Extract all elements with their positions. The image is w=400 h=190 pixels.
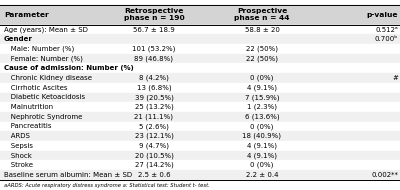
Text: 39 (20.5%): 39 (20.5%) <box>134 94 174 101</box>
Text: Malnutrition: Malnutrition <box>4 104 53 110</box>
Text: 25 (13.2%): 25 (13.2%) <box>135 104 173 110</box>
Text: Shock: Shock <box>4 153 32 158</box>
Text: 9 (4.7%): 9 (4.7%) <box>139 142 169 149</box>
Bar <box>0 73 400 83</box>
Bar <box>0 44 400 54</box>
Text: Gender: Gender <box>4 36 33 42</box>
Bar <box>0 151 400 160</box>
Text: Parameter: Parameter <box>4 12 49 18</box>
Text: 8 (4.2%): 8 (4.2%) <box>139 75 169 81</box>
Text: Diabetic Ketoacidosis: Diabetic Ketoacidosis <box>4 94 85 100</box>
Text: Male: Number (%): Male: Number (%) <box>4 46 74 52</box>
Text: Sepsis: Sepsis <box>4 143 33 149</box>
Text: Female: Number (%): Female: Number (%) <box>4 55 83 62</box>
Text: Age (years): Mean ± SD: Age (years): Mean ± SD <box>4 26 88 33</box>
Text: 23 (12.1%): 23 (12.1%) <box>134 133 174 139</box>
Bar <box>0 122 400 131</box>
Text: 101 (53.2%): 101 (53.2%) <box>132 46 176 52</box>
Text: 58.8 ± 20: 58.8 ± 20 <box>244 27 280 32</box>
Text: 13 (6.8%): 13 (6.8%) <box>137 84 171 91</box>
Text: Cause of admission: Number (%): Cause of admission: Number (%) <box>4 65 134 71</box>
Text: Chronic Kidney disease: Chronic Kidney disease <box>4 75 92 81</box>
Bar <box>0 83 400 93</box>
Text: 0.002**: 0.002** <box>371 172 398 178</box>
Text: ARDS: ARDS <box>4 133 30 139</box>
Text: 27 (14.2%): 27 (14.2%) <box>135 162 173 169</box>
Text: 0 (0%): 0 (0%) <box>250 75 274 81</box>
Text: 56.7 ± 18.9: 56.7 ± 18.9 <box>133 27 175 32</box>
Text: 21 (11.1%): 21 (11.1%) <box>134 113 174 120</box>
Text: Baseline serum albumin: Mean ± SD: Baseline serum albumin: Mean ± SD <box>4 172 132 178</box>
Text: 1 (2.3%): 1 (2.3%) <box>247 104 277 110</box>
Text: 4 (9.1%): 4 (9.1%) <box>247 84 277 91</box>
Text: 0.512ᵃ: 0.512ᵃ <box>375 27 398 32</box>
Text: 2.2 ± 0.4: 2.2 ± 0.4 <box>246 172 278 178</box>
Text: p-value: p-value <box>366 12 398 18</box>
Text: Pancreatitis: Pancreatitis <box>4 124 52 129</box>
Text: 0.700ᵇ: 0.700ᵇ <box>375 36 398 42</box>
Bar <box>0 112 400 122</box>
Bar <box>0 63 400 73</box>
Bar <box>0 5 400 25</box>
Bar <box>0 34 400 44</box>
Bar <box>0 131 400 141</box>
Text: 89 (46.8%): 89 (46.8%) <box>134 55 174 62</box>
Text: Nephrotic Syndrome: Nephrotic Syndrome <box>4 114 82 120</box>
Text: 5 (2.6%): 5 (2.6%) <box>139 123 169 130</box>
Text: 2.5 ± 0.6: 2.5 ± 0.6 <box>138 172 170 178</box>
Text: 7 (15.9%): 7 (15.9%) <box>245 94 279 101</box>
Bar <box>0 102 400 112</box>
Text: 20 (10.5%): 20 (10.5%) <box>134 152 174 159</box>
Text: 4 (9.1%): 4 (9.1%) <box>247 142 277 149</box>
Text: Retrospective
phase n = 190: Retrospective phase n = 190 <box>124 8 184 21</box>
Text: 4 (9.1%): 4 (9.1%) <box>247 152 277 159</box>
Text: 22 (50%): 22 (50%) <box>246 46 278 52</box>
Text: 22 (50%): 22 (50%) <box>246 55 278 62</box>
Text: Cirrhotic Ascites: Cirrhotic Ascites <box>4 85 68 91</box>
Bar <box>0 141 400 151</box>
Bar <box>0 93 400 102</box>
Bar <box>0 160 400 170</box>
Text: 0 (0%): 0 (0%) <box>250 162 274 169</box>
Text: 6 (13.6%): 6 (13.6%) <box>245 113 279 120</box>
Text: 18 (40.9%): 18 (40.9%) <box>242 133 282 139</box>
Bar <box>0 25 400 34</box>
Text: #: # <box>392 75 398 81</box>
Text: Stroke: Stroke <box>4 162 33 168</box>
Bar <box>0 170 400 180</box>
Bar <box>0 54 400 63</box>
Text: Prospective
phase n = 44: Prospective phase n = 44 <box>234 8 290 21</box>
Text: 0 (0%): 0 (0%) <box>250 123 274 130</box>
Text: aARDS: Acute respiratory distress syndrome a: Statistical test: Student t- test.: aARDS: Acute respiratory distress syndro… <box>4 183 210 188</box>
